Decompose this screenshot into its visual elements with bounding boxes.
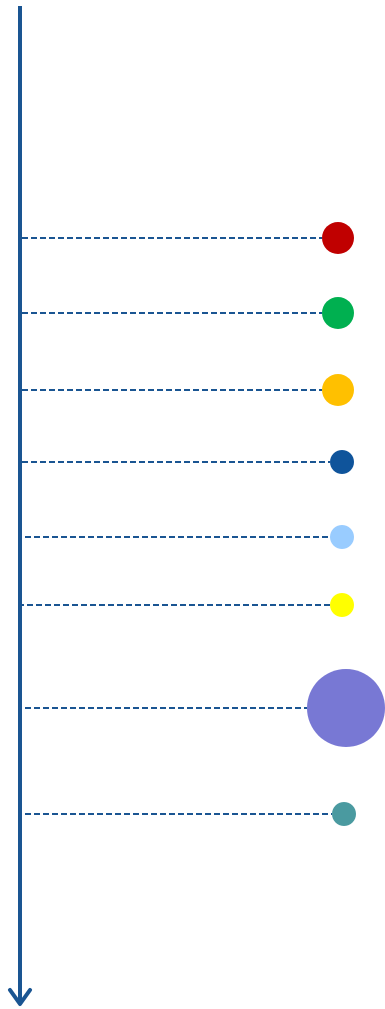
marker-dot <box>332 802 356 826</box>
marker-rows <box>18 222 385 826</box>
marker-dot <box>330 593 354 617</box>
marker-row <box>25 802 356 826</box>
marker-row <box>22 297 354 329</box>
marker-dot <box>330 525 354 549</box>
marker-dot <box>322 222 354 254</box>
marker-row <box>25 669 385 747</box>
marker-row <box>22 222 354 254</box>
axis-arrowhead-icon <box>8 988 32 1006</box>
marker-row <box>22 450 354 474</box>
marker-dot <box>330 450 354 474</box>
marker-dot <box>322 297 354 329</box>
marker-dot <box>322 374 354 406</box>
marker-dot <box>307 669 385 747</box>
marker-row <box>18 593 354 617</box>
marker-row <box>25 525 354 549</box>
marker-row <box>22 374 354 406</box>
